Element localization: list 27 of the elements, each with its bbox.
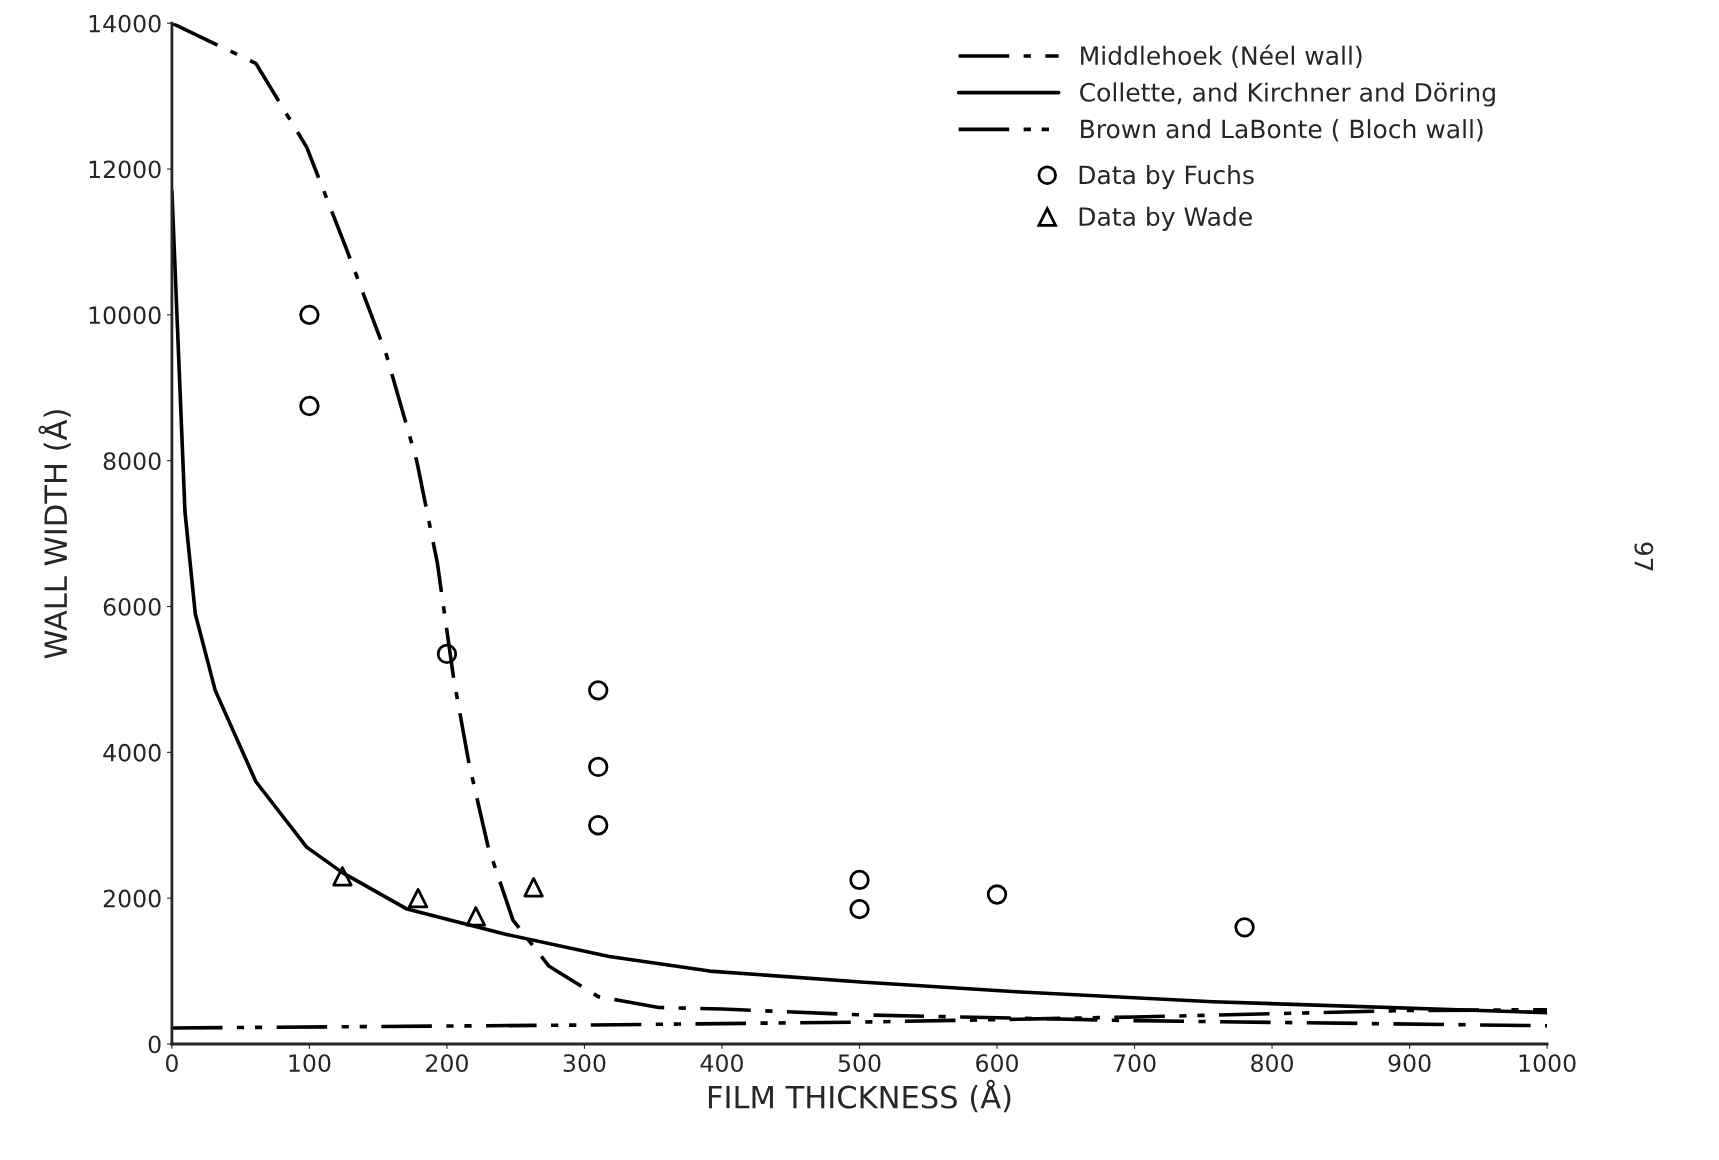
legend-label: Middlehoek (Néel wall) — [1081, 44, 1362, 68]
legend-label: Data by Fuchs — [1079, 164, 1254, 190]
legend-label: Collette, and Kirchner and Döring — [1080, 82, 1495, 107]
y-tick-label: 14000 — [89, 14, 161, 33]
x-tick-label: 200 — [426, 1054, 468, 1072]
x-tick-label: 500 — [838, 1054, 881, 1072]
x-tick-label: 100 — [289, 1054, 331, 1072]
x-tick-label: 400 — [700, 1054, 743, 1072]
x-tick-label: 0 — [165, 1054, 178, 1072]
y-tick-label: 12000 — [89, 160, 161, 179]
x-axis-title: FILM THICKNESS (Å) — [708, 1079, 1011, 1113]
x-tick-label: 1000 — [1519, 1054, 1576, 1072]
y-tick-label: 0 — [148, 1035, 161, 1054]
legend-label: Brown and LaBonte ( Bloch wall) — [1081, 119, 1483, 142]
x-tick-label: 700 — [1113, 1054, 1156, 1072]
legend-label: Data by Wade — [1079, 206, 1252, 231]
y-tick-label: 10000 — [89, 306, 161, 325]
x-tick-label: 600 — [976, 1054, 1018, 1072]
y-tick-label: 4000 — [103, 743, 161, 762]
y-tick-label: 8000 — [103, 452, 161, 470]
y-axis-title: WALL WIDTH (Å) — [38, 410, 71, 659]
x-tick-label: 900 — [1388, 1054, 1431, 1072]
y-tick-label: 6000 — [103, 597, 161, 616]
text: 97 — [1634, 542, 1654, 571]
x-tick-label: 300 — [563, 1054, 606, 1072]
y-tick-label: 2000 — [103, 889, 161, 908]
x-tick-label: 800 — [1251, 1054, 1294, 1072]
